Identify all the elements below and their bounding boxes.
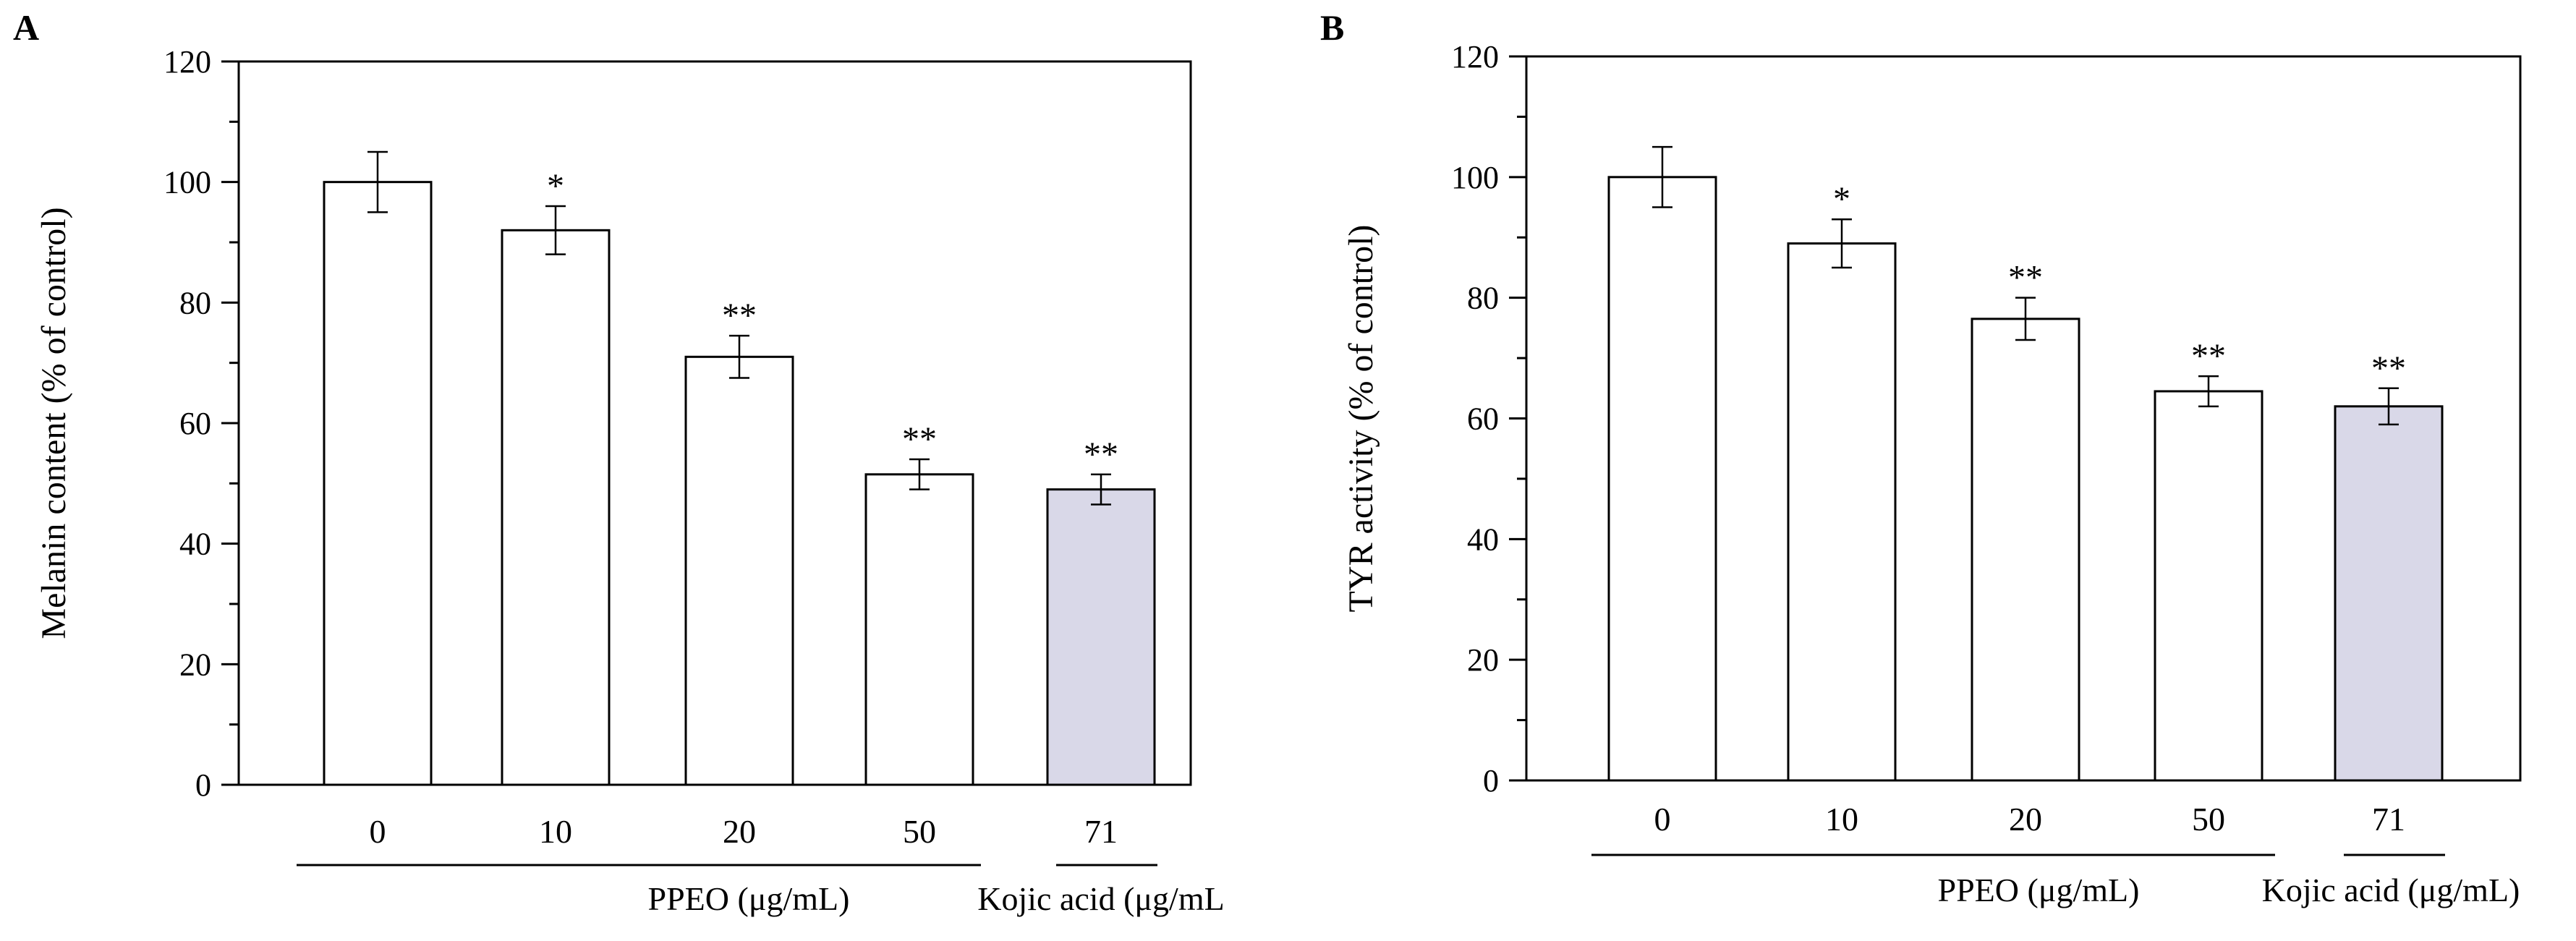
y-tick-label: 60 [179, 406, 211, 441]
y-tick-label: 80 [1467, 281, 1499, 316]
category-label: 20 [723, 813, 756, 850]
y-tick-label: 40 [1467, 521, 1499, 557]
panel-label: B [1320, 7, 1344, 48]
significance-marker: ** [722, 297, 757, 335]
category-label: 10 [539, 813, 572, 850]
bar [864, 473, 974, 786]
significance-marker: ** [2371, 349, 2406, 388]
group-label: PPEO (μg/mL) [648, 880, 850, 917]
bar [1607, 176, 1717, 782]
y-tick-label: 20 [1467, 642, 1499, 678]
y-tick-label: 80 [179, 285, 211, 320]
bar [501, 229, 611, 786]
group-label: Kojic acid (μg/mL) [2262, 872, 2520, 908]
category-label: 0 [1654, 801, 1671, 838]
significance-marker: ** [2191, 337, 2226, 375]
bar [684, 355, 794, 786]
bar [1787, 242, 1897, 782]
y-tick-label: 40 [179, 527, 211, 562]
bar [2154, 390, 2263, 782]
significance-marker: ** [1084, 435, 1118, 474]
category-label: 71 [2372, 801, 2405, 838]
panel-label: A [13, 7, 39, 48]
bar [323, 181, 433, 786]
category-label: 50 [2192, 801, 2225, 838]
category-label: 10 [1825, 801, 1858, 838]
y-axis-label: TYR activity (% of control) [1342, 225, 1380, 613]
significance-marker: * [1833, 180, 1850, 218]
bar [2334, 405, 2444, 782]
y-tick-label: 20 [179, 647, 211, 682]
y-tick-label: 100 [1451, 160, 1499, 195]
group-label: PPEO (μg/mL) [1938, 872, 2140, 908]
y-axis-label: Melanin content (% of control) [35, 207, 73, 639]
y-tick-label: 0 [195, 767, 211, 803]
y-tick-label: 0 [1483, 763, 1499, 799]
significance-marker: * [547, 167, 564, 205]
category-label: 50 [903, 813, 936, 850]
group-label: Kojic acid (μg/mL [977, 880, 1224, 917]
significance-marker: ** [902, 420, 937, 459]
category-label: 0 [370, 813, 386, 850]
category-label: 20 [2009, 801, 2042, 838]
category-label: 71 [1084, 813, 1118, 850]
y-tick-label: 100 [163, 165, 211, 200]
significance-marker: ** [2008, 259, 2043, 297]
y-tick-label: 120 [1451, 39, 1499, 74]
y-tick-label: 60 [1467, 401, 1499, 437]
y-tick-label: 120 [163, 44, 211, 80]
bar [1046, 488, 1156, 786]
bar [1971, 318, 2080, 782]
